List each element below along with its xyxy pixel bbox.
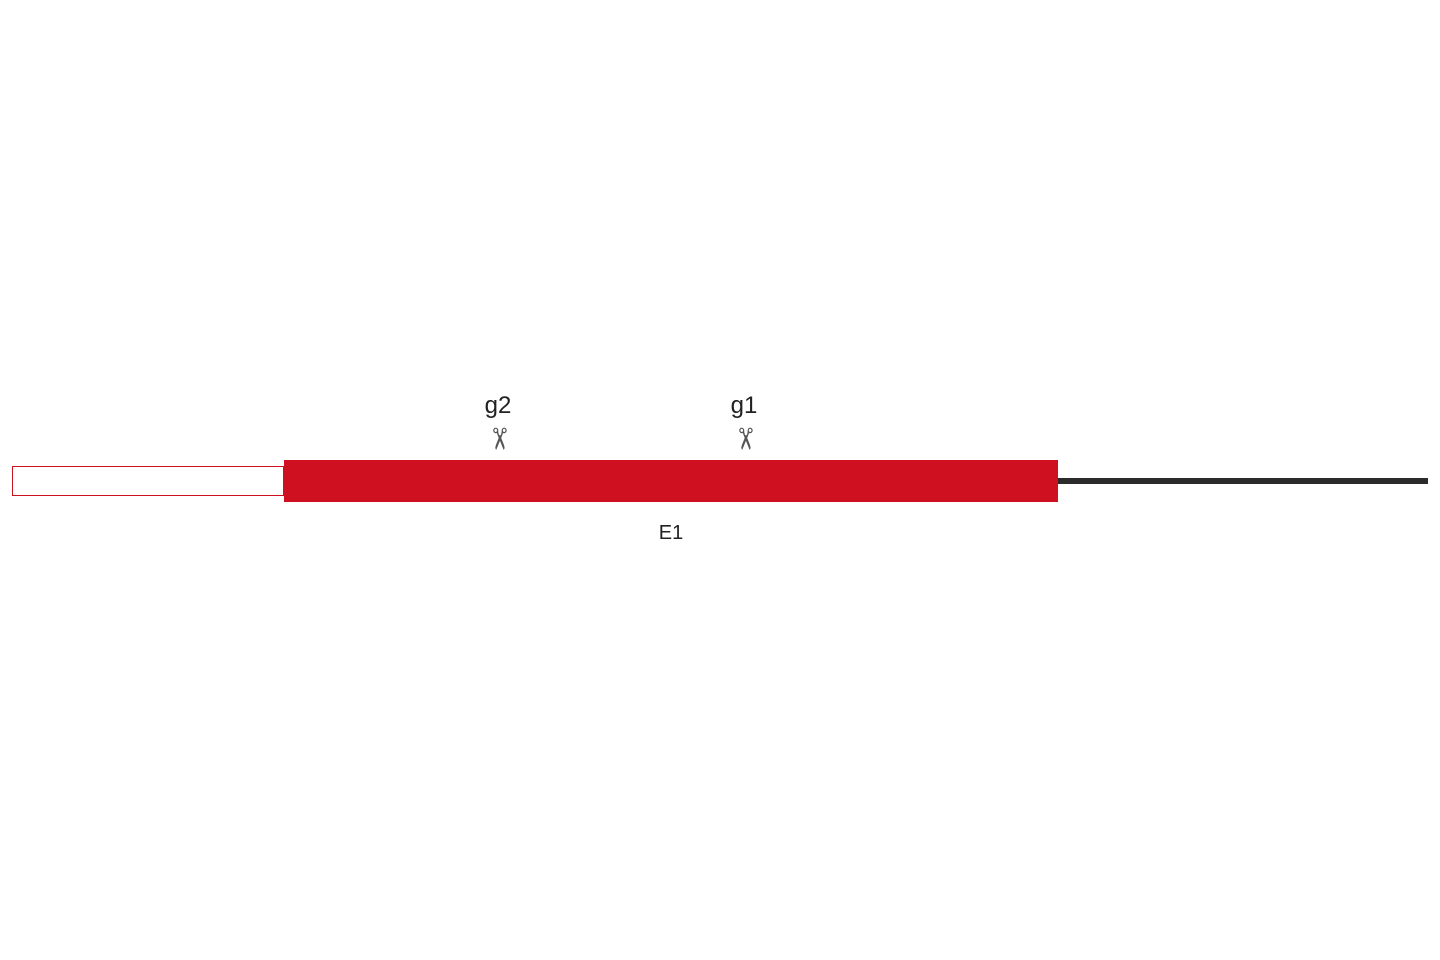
exon-box [284,460,1058,502]
utr-box [12,466,284,496]
track-line-right [1058,478,1428,484]
scissors-icon: ✂ [729,426,759,451]
guide-label-g2: g2 [485,392,512,420]
exon-label: E1 [659,522,683,545]
scissors-icon: ✂ [483,426,513,451]
guide-label-g1: g1 [731,392,758,420]
gene-diagram: E1 g2 ✂ g1 ✂ [0,0,1440,960]
